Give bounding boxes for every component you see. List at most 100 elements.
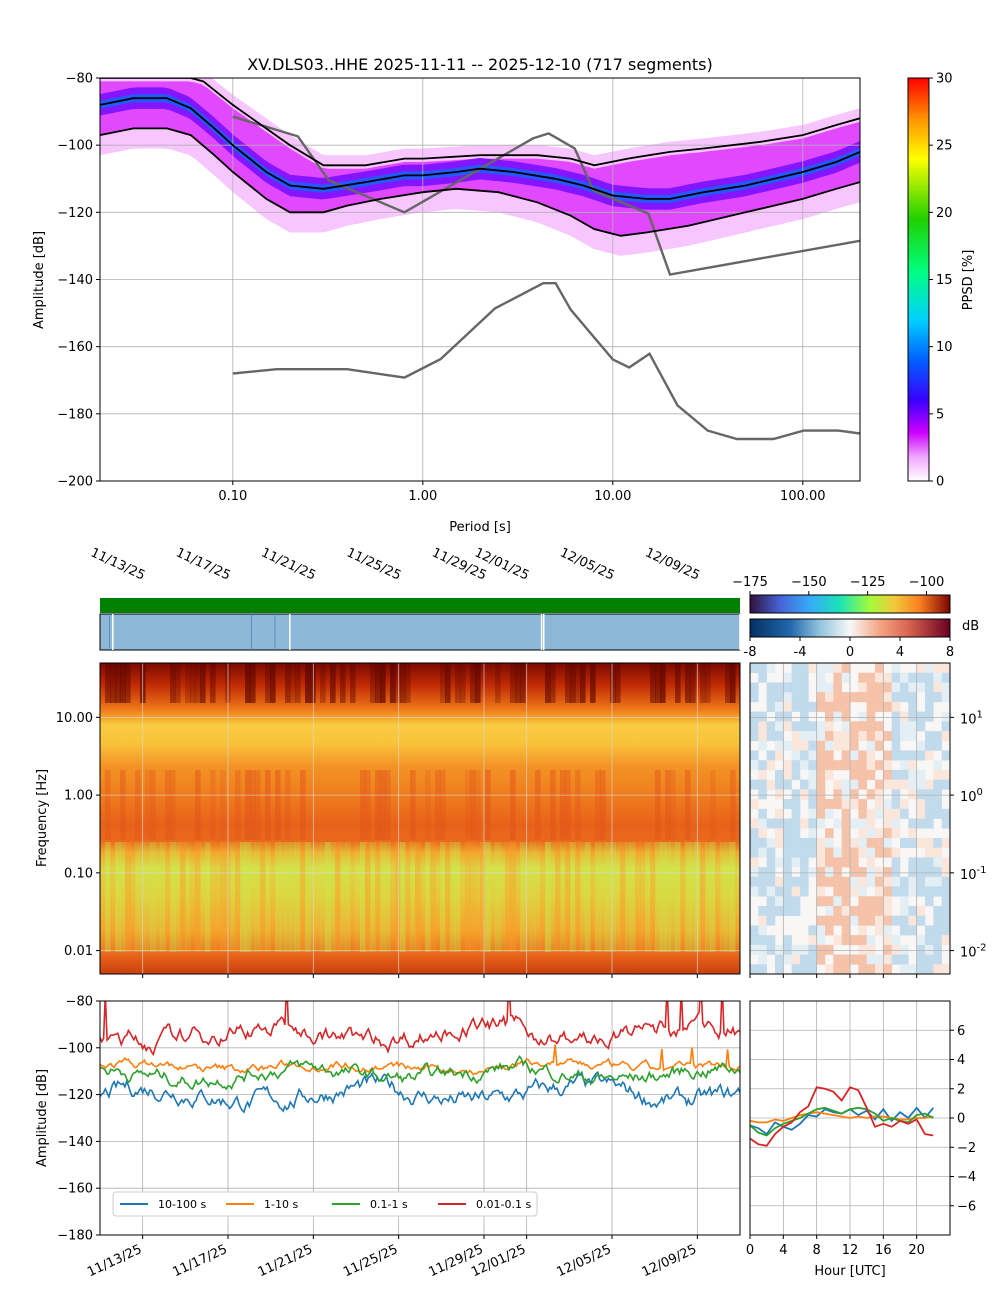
- diurnal-heatmap-cell: [766, 663, 776, 674]
- diurnal-heatmap-cell: [833, 682, 842, 693]
- diurnal-heatmap-cell: [808, 760, 817, 771]
- spectrogram-hf-stripe: [730, 663, 736, 703]
- band-diurnal-lines: [750, 1086, 934, 1147]
- diurnal-heatmap-cell: [758, 711, 767, 722]
- diurnal-heatmap-cell: [800, 837, 809, 848]
- diurnal-heatmap-cell: [941, 925, 951, 936]
- band-diurnal-y-tick-label: 4: [957, 1053, 965, 1068]
- timeseries-x-tick-label: 11/17/25: [170, 1242, 229, 1280]
- diurnal-heatmap-cell: [750, 692, 759, 703]
- diurnal-heatmap-cell: [808, 701, 817, 712]
- diurnal-heatmap-cell: [841, 711, 851, 722]
- diurnal-heatmap-cell: [883, 799, 892, 810]
- spectrogram-lf-stripe: [710, 842, 716, 952]
- diurnal-heatmap-cell: [775, 682, 784, 693]
- spectrogram-lf-stripe: [325, 842, 331, 952]
- spectrogram-lf-stripe: [280, 842, 286, 952]
- diurnal-heatmap-cell: [816, 769, 826, 780]
- top-date-tick-label: 12/05/25: [557, 545, 616, 583]
- diurnal-heatmap-cell: [933, 867, 942, 878]
- diurnal-heatmap-cell: [941, 769, 951, 780]
- diurnal-heatmap-cell: [900, 964, 909, 975]
- spectrogram-lf-stripe: [235, 842, 241, 952]
- diurnal-heatmap-cell: [791, 964, 801, 975]
- diurnal-heatmap-cell: [766, 935, 776, 946]
- diurnal-heatmap-cell: [941, 964, 951, 975]
- spectrogram-lf-stripe: [500, 842, 506, 952]
- diurnal-heatmap-cell: [941, 935, 951, 946]
- spectrogram-mid-stripe: [250, 770, 256, 840]
- diurnal-heatmap-cell: [883, 847, 892, 858]
- spectrogram-lf-stripe: [460, 842, 466, 952]
- diurnal-heatmap-cell: [858, 672, 867, 683]
- diurnal-heatmap-cell: [916, 808, 926, 819]
- spectrogram-hf-stripe: [370, 663, 376, 703]
- spectrogram-colorbar-ticks: −175 −150 −125 −100: [732, 575, 944, 595]
- diurnal-heatmap-cell: [850, 740, 859, 751]
- diurnal-heatmap-cell: [816, 837, 826, 848]
- diurnal-heatmap-cell: [841, 857, 851, 868]
- spectrogram-hf-stripe: [375, 663, 381, 703]
- diurnal-heatmap-cell: [816, 876, 826, 887]
- timeseries-y-tick-label: −80: [66, 995, 93, 1010]
- diurnal-heatmap-cell: [841, 837, 851, 848]
- spectrogram-lf-stripe: [585, 842, 591, 952]
- diurnal-heatmap-cell: [908, 701, 917, 712]
- band-diurnal-y-tick-label: 2: [957, 1082, 965, 1097]
- spectrogram-y-tick-label: 1.00: [64, 789, 93, 804]
- diurnal-heatmap-cell: [866, 731, 876, 742]
- spectrogram-lf-stripe: [480, 842, 486, 952]
- diurnal-heatmap-cell: [858, 935, 867, 946]
- diurnal-heatmap-cell: [850, 886, 859, 897]
- diurnal-heatmap-cell: [758, 769, 767, 780]
- spectrogram-hf-stripe: [310, 663, 316, 703]
- diurnal-heatmap-cell: [900, 711, 909, 722]
- spectrogram-lf-stripe: [385, 842, 391, 952]
- ppsd-y-tick-label: −160: [57, 340, 93, 355]
- spectrogram-lf-stripe: [400, 842, 406, 952]
- diurnal-heatmap-cell: [891, 750, 901, 761]
- diurnal-heatmap-cell: [933, 915, 942, 926]
- spectrogram-lf-stripe: [725, 842, 731, 952]
- diurnal-heatmap-cell: [883, 760, 892, 771]
- spectrogram-hf-stripe: [440, 663, 446, 703]
- diurnal-heatmap-cell: [933, 905, 942, 916]
- percentile-high-line: [100, 78, 860, 167]
- diurnal-frame: [749, 662, 951, 975]
- diurnal-heatmap-cell: [758, 731, 767, 742]
- diurnal-heatmap-cell: [850, 692, 859, 703]
- diurnal-heatmap-cell: [875, 663, 884, 674]
- diurnal-heatmap-cell: [883, 935, 892, 946]
- spectrogram-lf-stripe: [595, 842, 601, 952]
- diurnal-heatmap-cell: [850, 905, 859, 916]
- spectrogram-mid-stripe: [440, 770, 446, 840]
- diurnal-heatmap-cell: [941, 750, 951, 761]
- diurnal-heatmap-cell: [791, 682, 801, 693]
- diurnal-colorbar-tick-label: -8: [744, 645, 757, 660]
- diurnal-heatmap-cell: [908, 818, 917, 829]
- diurnal-heatmap-cell: [875, 808, 884, 819]
- diurnal-heatmap-cell: [800, 692, 809, 703]
- diurnal-heatmap-cell: [758, 935, 767, 946]
- diurnal-heatmap-cell: [933, 731, 942, 742]
- spectrogram-mid-stripe: [535, 770, 541, 840]
- diurnal-heatmap-cell: [800, 954, 809, 965]
- spectrogram-lf-stripe: [220, 842, 226, 952]
- diurnal-heatmap-cell: [875, 740, 884, 751]
- diurnal-heatmap-cell: [750, 828, 759, 839]
- diurnal-heatmap-cell: [908, 828, 917, 839]
- diurnal-heatmap-cell: [916, 876, 926, 887]
- spectrogram-hf-stripe: [405, 663, 411, 703]
- diurnal-heatmap-cell: [766, 837, 776, 848]
- spectrogram-lf-stripe: [645, 842, 651, 952]
- diurnal-heatmap-cell: [758, 954, 767, 965]
- diurnal-heatmap-cell: [783, 954, 792, 965]
- spectrogram-hf-stripe: [295, 663, 301, 703]
- diurnal-heatmap-cell: [858, 692, 867, 703]
- spectrogram-mid-stripe: [595, 770, 601, 840]
- diurnal-heatmap-cell: [750, 847, 759, 858]
- spectrogram-lf-stripe: [295, 842, 301, 952]
- diurnal-colorbar-ticks: -8 -4 0 4 8: [744, 637, 954, 660]
- spectrogram-hf-stripe: [320, 663, 326, 703]
- diurnal-heatmap-cell: [808, 808, 817, 819]
